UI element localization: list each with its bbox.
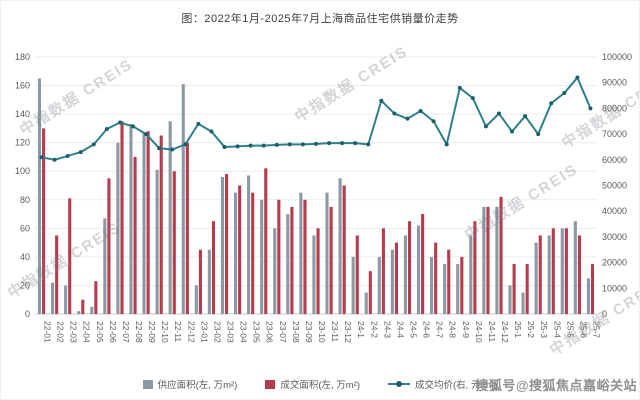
svg-text:25-6: 25-6 <box>578 321 588 338</box>
svg-text:23-02: 23-02 <box>212 321 222 343</box>
svg-text:40: 40 <box>20 252 30 262</box>
svg-text:22-09: 22-09 <box>147 321 157 343</box>
price-line-swatch <box>388 381 411 387</box>
svg-text:25-7: 25-7 <box>591 321 601 338</box>
svg-text:90000: 90000 <box>602 78 627 88</box>
svg-text:70000: 70000 <box>602 129 627 139</box>
svg-text:22-12: 22-12 <box>186 321 196 343</box>
svg-text:22-06: 22-06 <box>108 321 118 343</box>
svg-text:160: 160 <box>15 81 30 91</box>
svg-text:180: 180 <box>15 52 30 62</box>
svg-text:24-8: 24-8 <box>448 321 458 338</box>
svg-text:22-05: 22-05 <box>95 321 105 343</box>
legend-item-deal: 成交面积(左, 万m²) <box>265 377 360 391</box>
svg-text:25-5: 25-5 <box>565 321 575 338</box>
svg-text:24-5: 24-5 <box>408 321 418 338</box>
supply-swatch <box>142 379 153 389</box>
svg-text:23-01: 23-01 <box>199 321 209 343</box>
svg-text:30000: 30000 <box>602 232 627 242</box>
combo-chart: 0 20 40 60 80 100 120 140 160 180 0 10000 20000 30000… <box>15 52 632 343</box>
svg-text:25-2: 25-2 <box>526 321 536 338</box>
svg-text:22-07: 22-07 <box>121 321 131 343</box>
svg-text:24-2: 24-2 <box>369 321 379 338</box>
svg-text:23-11: 23-11 <box>330 321 340 342</box>
svg-text:100000: 100000 <box>602 52 632 62</box>
svg-text:22-04: 22-04 <box>82 321 92 343</box>
legend-deal-label: 成交面积(左, 万m²) <box>280 380 361 391</box>
svg-text:80000: 80000 <box>602 103 627 113</box>
svg-text:23-12: 23-12 <box>343 321 353 343</box>
legend-price-label: 成交均价(右, 元/m²) <box>415 380 498 391</box>
svg-text:10000: 10000 <box>602 283 627 293</box>
svg-text:24-10: 24-10 <box>474 321 484 343</box>
svg-text:20000: 20000 <box>602 258 627 268</box>
svg-text:40000: 40000 <box>602 206 627 216</box>
svg-text:60000: 60000 <box>602 155 627 165</box>
legend-supply-label: 供应面积(左, 万m²) <box>157 380 238 391</box>
svg-text:50000: 50000 <box>602 181 627 191</box>
legend-item-supply: 供应面积(左, 万m²) <box>142 377 238 391</box>
svg-text:23-09: 23-09 <box>304 321 314 343</box>
svg-text:100: 100 <box>15 166 30 176</box>
svg-text:0: 0 <box>602 309 607 319</box>
svg-text:22-10: 22-10 <box>160 321 170 343</box>
svg-text:25-4: 25-4 <box>552 321 562 338</box>
svg-text:25-1: 25-1 <box>513 321 523 338</box>
svg-text:23-05: 23-05 <box>252 321 262 343</box>
svg-text:24-4: 24-4 <box>395 321 405 338</box>
svg-text:24-9: 24-9 <box>461 321 471 338</box>
svg-text:24-12: 24-12 <box>500 321 510 343</box>
svg-text:24-11: 24-11 <box>487 321 497 342</box>
svg-text:0: 0 <box>25 309 30 319</box>
svg-text:22-02: 22-02 <box>56 321 66 343</box>
svg-text:24-3: 24-3 <box>382 321 392 338</box>
svg-text:23-10: 23-10 <box>317 321 327 343</box>
deal-swatch <box>265 379 276 389</box>
svg-text:22-11: 22-11 <box>173 321 183 342</box>
svg-text:22-03: 22-03 <box>69 321 79 343</box>
svg-text:80: 80 <box>20 195 30 205</box>
svg-text:140: 140 <box>15 109 30 119</box>
sohu-watermark: 搜狐号@搜狐焦点嘉峪关站 <box>475 378 637 393</box>
svg-text:23-08: 23-08 <box>291 321 301 343</box>
svg-text:25-3: 25-3 <box>539 321 549 338</box>
svg-text:22-01: 22-01 <box>43 321 53 343</box>
svg-text:20: 20 <box>20 280 30 290</box>
svg-text:22-08: 22-08 <box>134 321 144 343</box>
svg-text:60: 60 <box>20 223 30 233</box>
svg-text:23-06: 23-06 <box>265 321 275 343</box>
svg-text:23-07: 23-07 <box>278 321 288 343</box>
svg-text:23-04: 23-04 <box>239 321 249 343</box>
chart-title: 图：2022年1月-2025年7月上海商品住宅供销量价走势 <box>181 13 459 25</box>
svg-text:24-6: 24-6 <box>422 321 432 338</box>
svg-text:24-7: 24-7 <box>435 321 445 338</box>
price-dot-icon <box>396 381 403 387</box>
svg-text:24-1: 24-1 <box>356 321 366 338</box>
legend-item-price: 成交均价(右, 元/m²) <box>388 377 497 391</box>
svg-text:120: 120 <box>15 138 30 148</box>
legend: 供应面积(左, 万m²) 成交面积(左, 万m²) 成交均价(右, 元/m²) <box>1 377 639 391</box>
svg-text:23-03: 23-03 <box>226 321 236 343</box>
